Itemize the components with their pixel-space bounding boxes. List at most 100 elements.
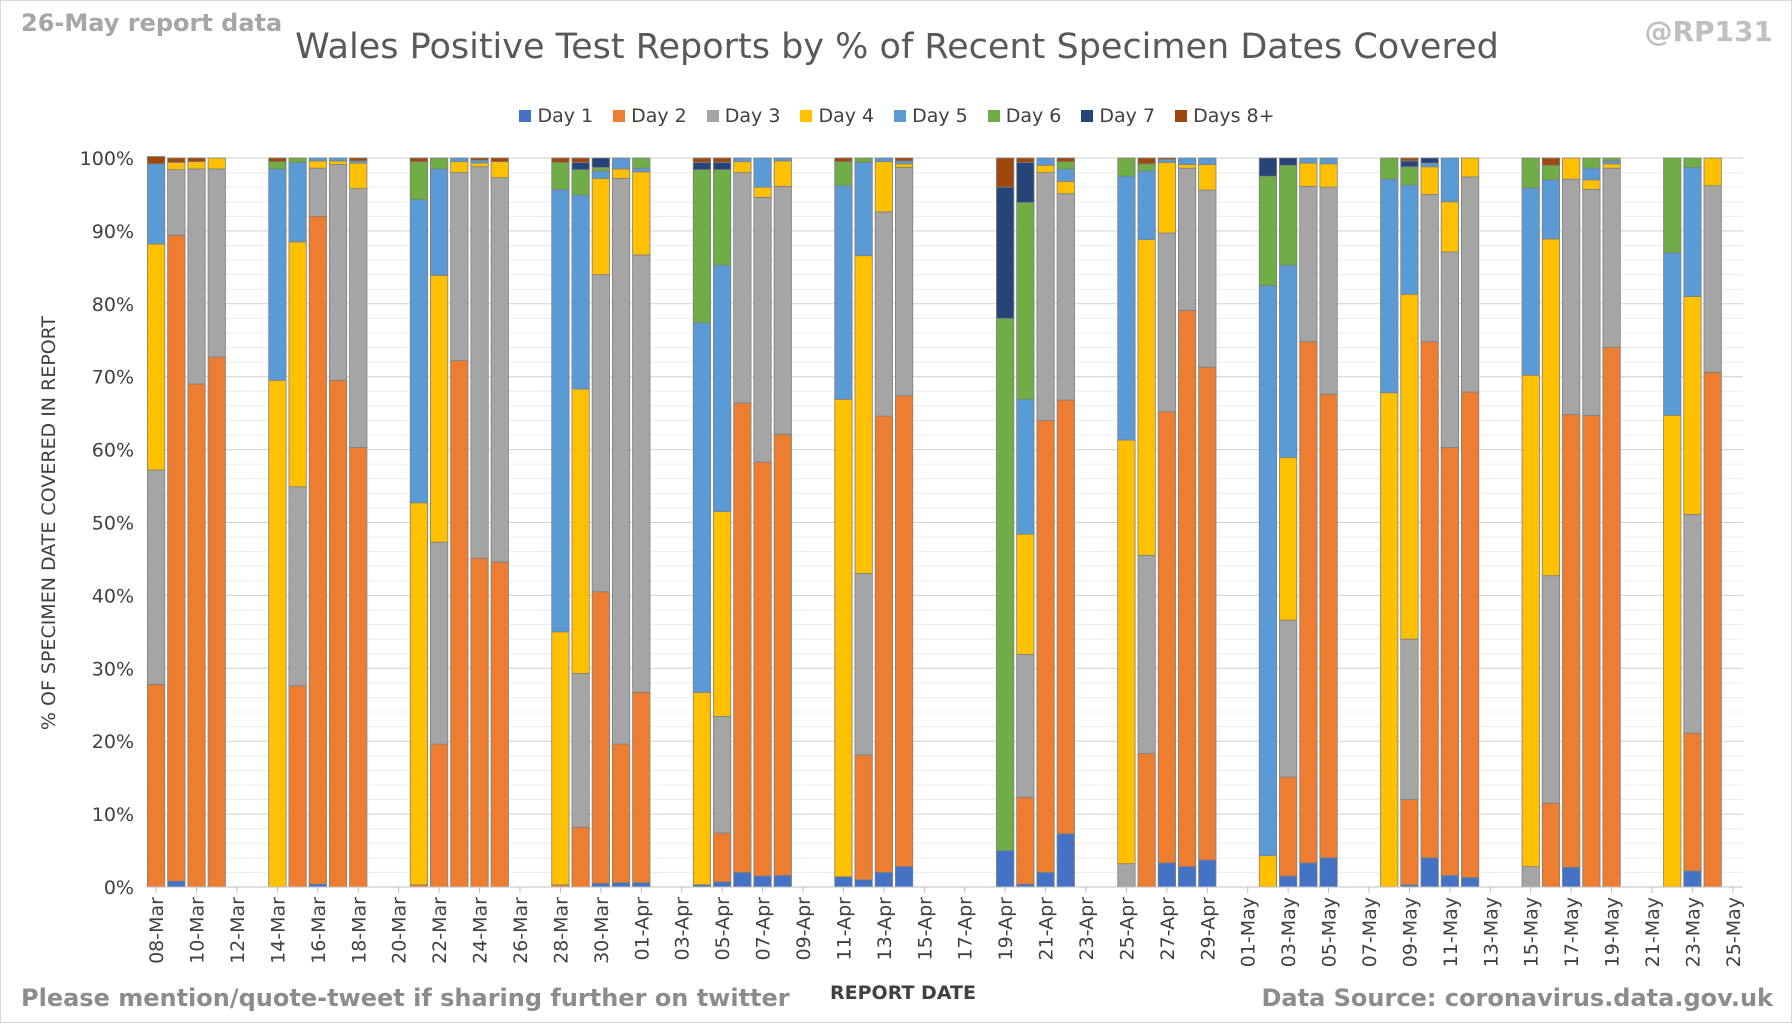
bar-segment [1400, 157, 1419, 162]
x-tick-label: 13-May [1480, 897, 1502, 967]
bar-segment [1602, 347, 1621, 888]
bar-segment [753, 157, 772, 188]
bar-segment [1056, 833, 1075, 888]
legend-item-day-7: Day 7 [1081, 105, 1155, 127]
bar-segment [1319, 186, 1338, 395]
bar-segment [894, 866, 914, 888]
x-tick-label: 07-May [1359, 897, 1381, 967]
bar-segment [591, 274, 610, 593]
bar-segment [1137, 753, 1156, 888]
x-tick-label: 16-Mar [308, 897, 330, 964]
bar-segment [1036, 872, 1055, 888]
bar-segment [571, 157, 590, 163]
bar-segment [147, 163, 166, 245]
bar-segment [1683, 870, 1702, 888]
bar-segment [1582, 179, 1601, 190]
bar-segment [733, 172, 752, 404]
bar-segment [854, 573, 873, 756]
bar-segment [328, 160, 348, 165]
bar-segment [1541, 164, 1561, 181]
legend-swatch [706, 110, 719, 122]
bar-segment [409, 161, 428, 200]
report-date-tag: 26-May report data [21, 9, 283, 37]
y-tick-label: 80% [92, 294, 134, 316]
bar-segment [591, 170, 610, 179]
bar-segment [167, 234, 186, 882]
data-source: Data Source: coronavirus.data.gov.uk [1261, 984, 1774, 1012]
legend-item-day-2: Day 2 [613, 105, 687, 127]
bar-segment [1319, 163, 1338, 188]
bar-segment [834, 876, 853, 888]
bar-segment [611, 178, 631, 745]
bar-segment [328, 164, 348, 381]
bar-segment [187, 168, 206, 385]
legend: Day 1 Day 2 Day 3 Day 4 Day 5 Day 6 Day … [1, 105, 1792, 127]
bar-segment [1541, 157, 1561, 166]
bar-segment [996, 186, 1015, 319]
bar-segment [1461, 391, 1480, 878]
legend-swatch [800, 110, 813, 122]
bar-segment [409, 157, 428, 163]
bar-segment [1683, 514, 1702, 734]
bar-segment [1279, 619, 1298, 778]
bar-segment [1400, 293, 1419, 640]
y-tick-label: 30% [92, 658, 134, 680]
legend-item-day-4: Day 4 [800, 105, 874, 127]
bar-segment [1703, 371, 1722, 888]
bar-segment [1036, 172, 1055, 421]
legend-item-day-6: Day 6 [987, 105, 1061, 127]
bar-segment [1016, 533, 1035, 655]
bar-segment [450, 157, 469, 163]
bar-segment [894, 157, 914, 162]
bar-segment [1683, 732, 1702, 872]
bar-segment [288, 161, 307, 243]
bar-segment [1602, 163, 1621, 169]
bar-segment [1137, 239, 1156, 556]
x-tick-label: 11-May [1440, 897, 1462, 967]
bar-segment [1117, 439, 1136, 865]
legend-item-day-3: Day 3 [706, 105, 780, 127]
bar-segment [1016, 398, 1035, 535]
bar-segment [773, 157, 792, 162]
bar-segment [894, 160, 914, 165]
bar-segment [1440, 874, 1459, 888]
bar-segment [1036, 164, 1055, 173]
bar-segment [1461, 157, 1480, 178]
bar-segment [1016, 161, 1035, 203]
x-tick-label: 20-Mar [389, 897, 411, 964]
bar-segment [874, 872, 893, 888]
bar-segment [1703, 185, 1722, 373]
bar-segment [713, 716, 732, 834]
bar-segment [1602, 167, 1621, 348]
x-axis-label: REPORT DATE [830, 982, 976, 1004]
bar-segment [187, 157, 206, 163]
legend-item-day-1: Day 1 [519, 105, 593, 127]
bar-segment [834, 398, 853, 878]
bar-segment [1562, 414, 1581, 868]
bar-segment [894, 395, 914, 867]
bar-segment [1157, 411, 1176, 864]
bar-segment [1562, 178, 1581, 416]
bar-segment [611, 882, 631, 888]
bar-segment [1056, 399, 1075, 835]
bar-segment [1582, 414, 1601, 888]
bar-segment [632, 882, 651, 888]
bar-segment [308, 157, 327, 162]
x-tick-label: 27-Apr [1157, 897, 1179, 961]
bar-segment [207, 356, 226, 888]
bar-segment [632, 157, 651, 169]
bar-segment [1036, 420, 1055, 873]
bar-segment [1016, 157, 1035, 163]
y-tick-label: 40% [92, 585, 134, 607]
bar-segment [874, 415, 893, 873]
bar-segment [753, 875, 772, 888]
bar-segment [1279, 875, 1298, 888]
bar-segment [470, 166, 489, 559]
bar-segment [1157, 862, 1176, 888]
bar-segment [773, 433, 792, 876]
x-tick-label: 21-May [1642, 897, 1664, 967]
bar-segment [328, 379, 348, 888]
bar-segment [288, 157, 307, 163]
bar-segment [854, 879, 873, 888]
x-tick-label: 10-Mar [187, 897, 209, 964]
